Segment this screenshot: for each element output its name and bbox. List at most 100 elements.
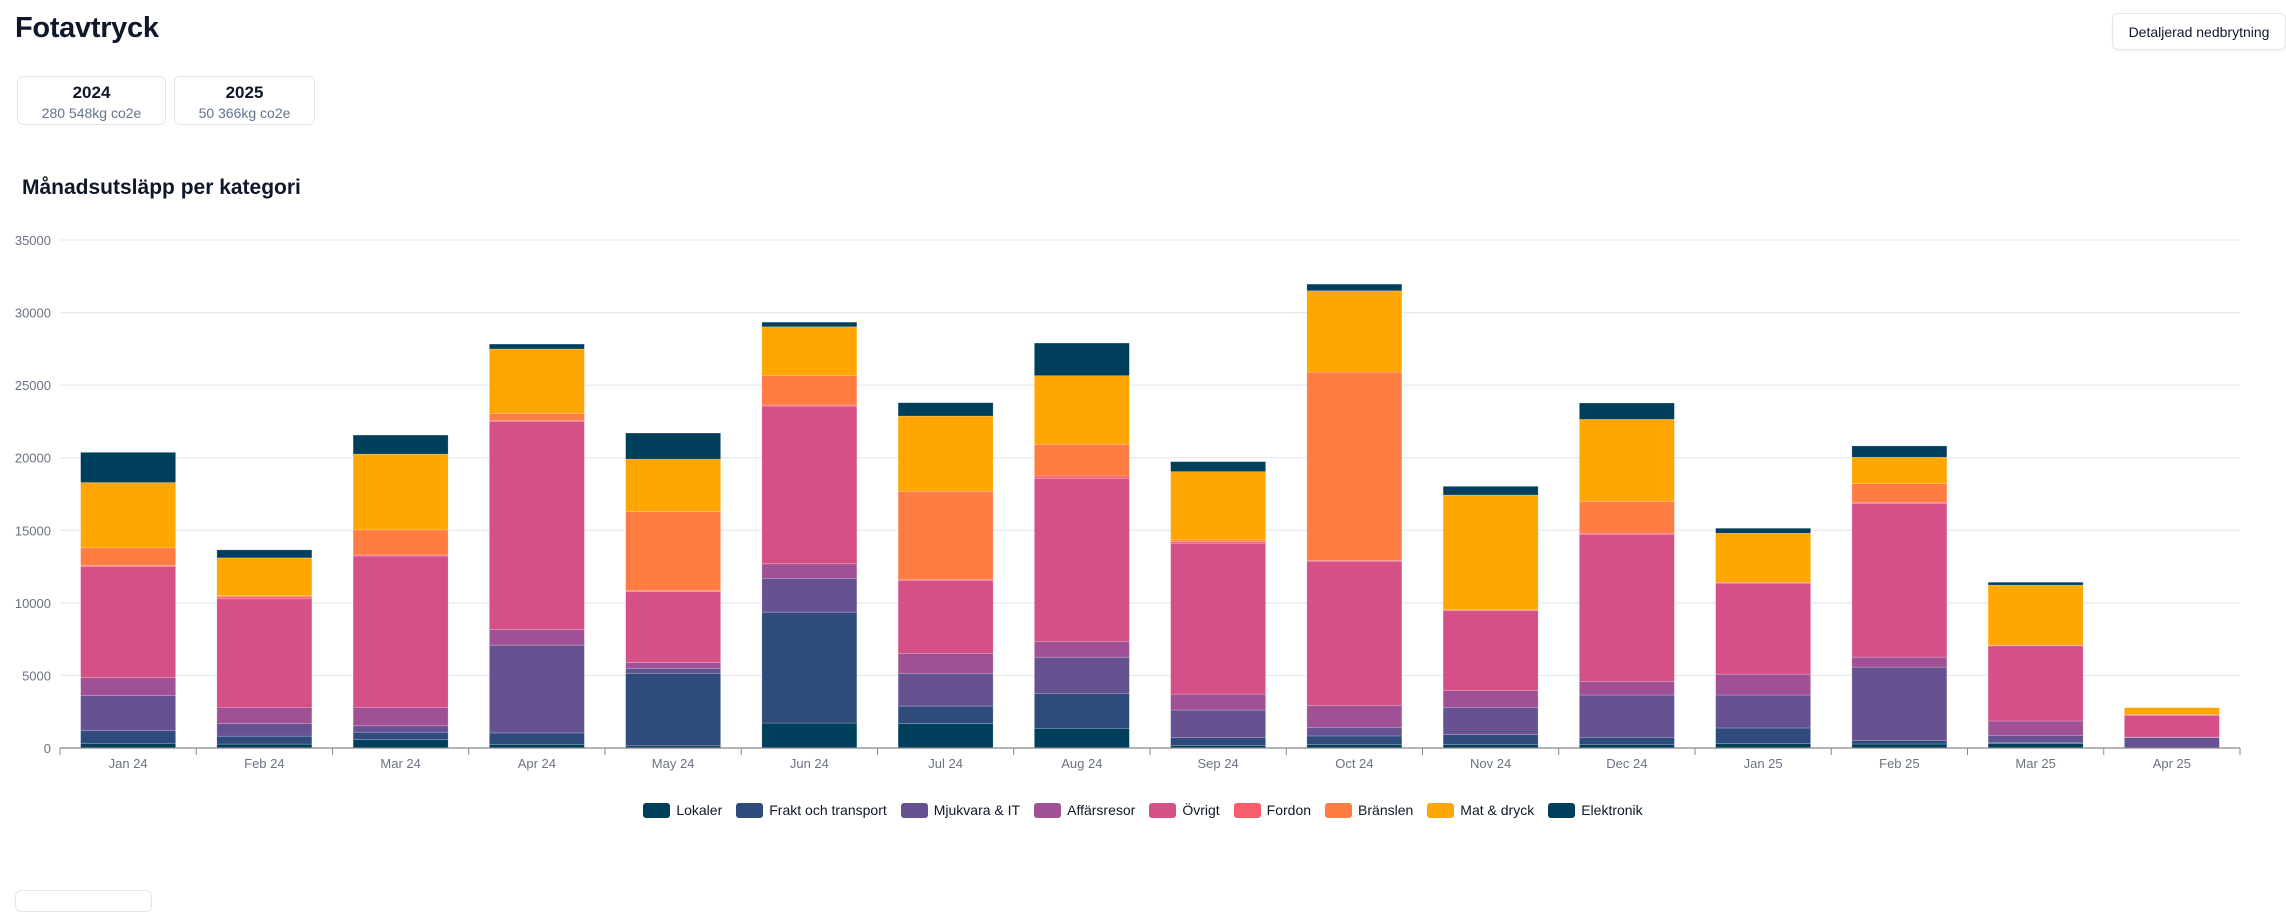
legend-swatch (736, 802, 764, 818)
legend-item[interactable]: Affärsresor (1034, 802, 1135, 818)
legend-item[interactable]: Bränslen (1325, 802, 1413, 818)
bar-segment-mat-dryck (489, 348, 585, 414)
bar-segment-bränslen (1579, 500, 1675, 534)
bar-segment-mjukvara-it (352, 725, 449, 733)
chart-title: Månadsutsläpp per kategori (22, 176, 301, 199)
bar-segment-frakt-och-transport (1579, 737, 1675, 745)
bar-segment-elektronik (1034, 342, 1130, 377)
legend-swatch (1427, 802, 1455, 818)
detailed-breakdown-button[interactable]: Detaljerad nedbrytning (2112, 13, 2286, 50)
bar-segment-mjukvara-it (216, 723, 313, 737)
bar-segment-elektronik (1306, 283, 1403, 292)
bar-segment-elektronik (352, 434, 449, 455)
bar-segment-frakt-och-transport (1851, 740, 1948, 745)
y-tick-label: 25000 (15, 378, 51, 393)
bar-segment-affärsresor (761, 563, 858, 579)
summary-card-2024[interactable]: 2024 280 548kg co2e (17, 76, 166, 125)
bar-segment-frakt-och-transport (625, 673, 721, 747)
bar-segment-mat-dryck (1306, 290, 1403, 373)
legend-swatch (1233, 802, 1261, 818)
bar-segment-övrigt (1442, 610, 1539, 691)
bar-segment-bränslen (897, 490, 994, 581)
x-tick-label: Mar 25 (2015, 756, 2055, 771)
bar-segment-övrigt (1034, 478, 1130, 642)
legend-label: Mjukvara & IT (933, 802, 1021, 818)
bar-segment-elektronik (80, 452, 176, 483)
bar-segment-affärsresor (1034, 641, 1130, 658)
y-tick-label: 5000 (22, 668, 51, 683)
legend-item[interactable]: Mjukvara & IT (900, 802, 1021, 818)
x-tick-label: Oct 24 (1335, 756, 1373, 771)
x-tick-label: Jan 24 (109, 756, 148, 771)
stacked-bar-chart: 0 5000 10000 15000 20000 25000 30000 35000 Jan 2… (15, 233, 2241, 771)
chart-legend: Lokaler Frakt och transport Mjukvara & IT A… (0, 802, 2286, 818)
bar-segment-mat-dryck (897, 415, 994, 492)
bar-segment-bränslen (489, 413, 585, 421)
bar-segment-affärsresor (897, 653, 994, 674)
bar-segment-mjukvara-it (80, 695, 176, 732)
legend-label: Elektronik (1581, 802, 1643, 818)
bar-segment-mat-dryck (1442, 494, 1539, 611)
legend-item[interactable]: Fordon (1233, 802, 1311, 818)
bar-segment-mjukvara-it (489, 644, 585, 734)
x-tick-label: Nov 24 (1470, 756, 1511, 771)
bar-segment-lokaler (1987, 743, 2084, 749)
bar-segment-frakt-och-transport (1170, 737, 1266, 746)
x-tick-label: Jan 25 (1744, 756, 1783, 771)
legend-item[interactable]: Mat & dryck (1427, 802, 1534, 818)
bar-segment-lokaler (897, 723, 994, 749)
bar-segment-bränslen (352, 529, 449, 556)
y-tick-label: 10000 (15, 596, 51, 611)
bar-segment-affärsresor (1851, 656, 1948, 668)
bar-segment-affärsresor (1170, 693, 1266, 711)
bar-segment-frakt-och-transport (489, 732, 585, 745)
bar-segment-mjukvara-it (1306, 727, 1403, 737)
bar-segment-elektronik (761, 321, 858, 328)
x-tick-label: Aug 24 (1061, 756, 1102, 771)
bar-segment-bränslen (1306, 371, 1403, 561)
legend-item[interactable]: Elektronik (1548, 802, 1643, 818)
bar-segment-mat-dryck (625, 458, 721, 512)
bar-segment-mjukvara-it (1715, 694, 1811, 729)
x-tick-label: Apr 25 (2153, 756, 2191, 771)
bar-segment-frakt-och-transport (1442, 734, 1539, 745)
legend-item[interactable]: Frakt och transport (736, 802, 887, 818)
bar-segment-övrigt (1987, 645, 2084, 722)
x-tick-label: May 24 (652, 756, 695, 771)
bar-segment-elektronik (1851, 445, 1948, 458)
bar-segment-mjukvara-it (897, 673, 994, 707)
legend-swatch (900, 802, 928, 818)
legend-item[interactable]: Övrigt (1149, 802, 1220, 818)
legend-label: Bränslen (1358, 802, 1414, 818)
bar-segment-frakt-och-transport (1306, 735, 1403, 745)
bar-segment-bränslen (80, 547, 176, 567)
bar-segment-övrigt (1170, 542, 1266, 695)
bar-segment-frakt-och-transport (1034, 693, 1130, 729)
bar-segment-fordon (1034, 475, 1130, 479)
bar-segment-övrigt (80, 566, 176, 678)
summary-card-2025[interactable]: 2025 50 366kg co2e (174, 76, 315, 125)
bar-segment-affärsresor (1579, 681, 1675, 696)
legend-item[interactable]: Lokaler (643, 802, 722, 818)
card-year: 2025 (225, 83, 264, 102)
legend-swatch (643, 802, 671, 818)
bar-segment-mat-dryck (216, 557, 313, 596)
bar-segment-elektronik (897, 402, 994, 417)
bar-segment-mjukvara-it (1034, 656, 1130, 694)
bar-segment-elektronik (216, 549, 313, 559)
x-tick-label: Mar 24 (380, 756, 420, 771)
bottom-card (15, 890, 152, 912)
bar-segment-lokaler (352, 739, 449, 749)
y-tick-label: 0 (44, 741, 51, 756)
bar-segment-mat-dryck (1034, 375, 1130, 445)
bar-segment-bränslen (1034, 444, 1130, 477)
bar-segment-mat-dryck (1715, 532, 1811, 583)
bar-segment-lokaler (1715, 743, 1811, 749)
bar-segment-mjukvara-it (1579, 694, 1675, 738)
bar-segment-bränslen (761, 375, 858, 406)
bar-segment-elektronik (489, 343, 585, 350)
bar-segment-övrigt (489, 421, 585, 630)
bar-segment-mjukvara-it (625, 668, 721, 674)
bar-segment-elektronik (1170, 461, 1266, 472)
x-tick-label: Feb 24 (244, 756, 284, 771)
